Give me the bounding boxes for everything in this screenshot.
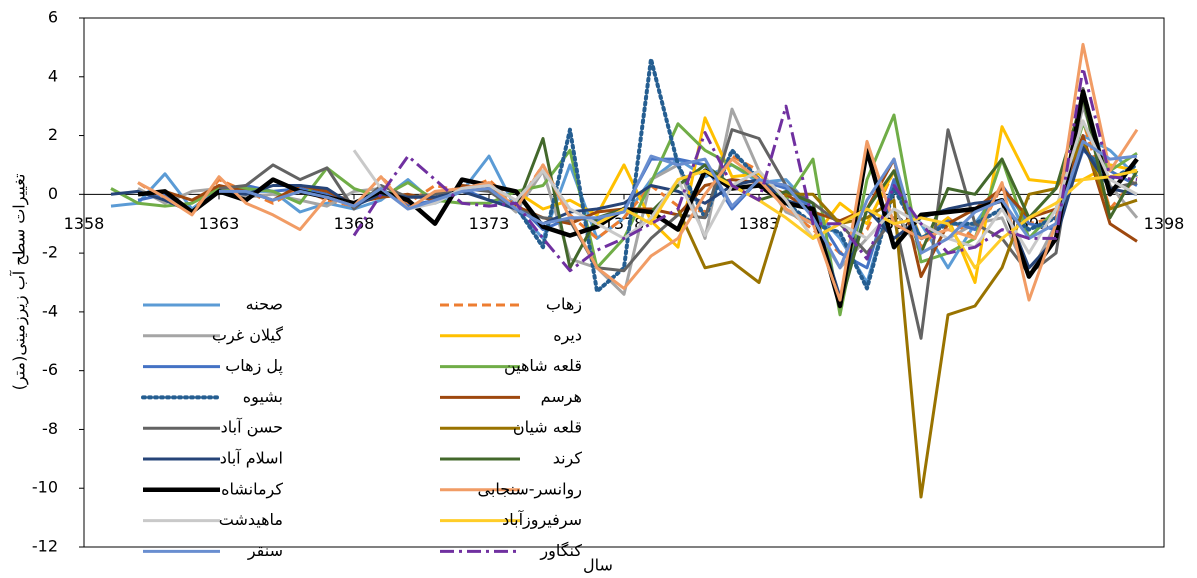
x-tick-label: 1383 [739,214,780,233]
x-tick-label: 1398 [1144,214,1185,233]
legend-label: سنقر [247,541,283,561]
series-line [514,95,1139,308]
legend-label: ماهیدشت [219,510,283,529]
y-axis-label: تغییرات سطح آب زیرزمینی(متر) [10,174,30,391]
x-axis-label: سال [583,556,613,575]
legend-label: هرسم [541,387,582,407]
legend-label: کرند [553,449,583,469]
legend-label: زهاب [546,295,582,315]
legend-label: قلعه شیان [513,418,582,437]
plot-frame [83,17,1165,548]
x-tick-label: 1363 [199,214,240,233]
legend-label: حسن آباد [221,418,283,438]
legend-label: سرفیروزآباد [502,510,582,530]
x-tick-label: 1358 [64,214,105,233]
series-line [596,169,1138,270]
legend-label: اسلام آباد [220,449,283,468]
series-line [352,66,1138,273]
y-tick-label: -12 [32,537,58,556]
legend-label: پل زهاب [225,356,283,376]
legend-label: قلعه شاهین [504,356,582,376]
y-tick-label: -2 [42,243,58,262]
legend-label: کرمانشاه [221,479,283,499]
y-tick-label: 0 [48,184,58,203]
series-line [676,139,1138,499]
series-line [137,42,1139,302]
legend-label: دیره [553,325,582,345]
y-tick-label: -10 [32,478,58,497]
x-tick-label: 1368 [334,214,375,233]
legend-label: صحنه [246,295,283,314]
x-tick-label: 1373 [469,214,510,233]
legend-label: روانسر-سنجابی [478,479,582,499]
legend-label: بشیوه [243,387,283,407]
legend-label: گیلان غرب [212,325,283,345]
y-tick-label: 6 [48,8,58,27]
y-tick-label: -6 [42,360,58,379]
y-tick-label: -4 [42,301,58,320]
series-line [137,104,1139,296]
y-tick-label: 2 [48,125,58,144]
y-tick-label: -8 [42,419,58,438]
series-line [219,139,1138,270]
legend-label: کنگاور [539,541,582,561]
y-tick-label: 4 [48,66,58,85]
series-line [352,119,1138,255]
